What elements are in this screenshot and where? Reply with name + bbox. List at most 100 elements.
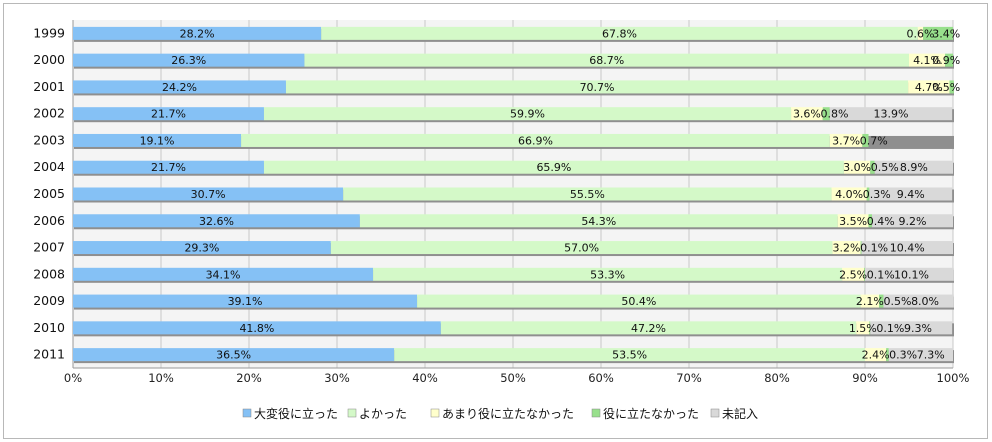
- data-label: 4.1%: [913, 54, 941, 67]
- x-tick-label: 90%: [852, 371, 878, 385]
- data-label: 0.7%: [860, 134, 888, 147]
- bar-segment: [373, 267, 843, 281]
- data-label: 0.1%: [860, 242, 888, 255]
- bar-segment: [829, 107, 953, 121]
- bar-segment: [263, 160, 844, 174]
- bar-segment: [842, 267, 865, 281]
- category-label: 2000: [33, 52, 65, 67]
- data-label: 53.3%: [590, 268, 625, 281]
- data-label: 8.0%: [911, 295, 939, 308]
- bar-segment: [864, 267, 865, 281]
- legend-label: 役に立たなかった: [603, 406, 699, 421]
- bar-segment: [860, 294, 880, 308]
- legend-swatch: [710, 408, 720, 418]
- legend-label: あまり役に立たなかった: [442, 406, 574, 421]
- data-label: 24.2%: [162, 81, 197, 94]
- bar-segment: [829, 133, 863, 147]
- bar-segment: [869, 321, 871, 335]
- bar-segment: [73, 133, 242, 147]
- bar-segment: [304, 53, 909, 67]
- data-label: 3.2%: [833, 242, 861, 255]
- data-label: 9.2%: [899, 215, 927, 228]
- data-label: 3.7%: [832, 134, 860, 147]
- category-label: 2008: [33, 266, 65, 281]
- category-label: 2004: [33, 159, 65, 174]
- bar-segment: [886, 348, 889, 362]
- x-tick-label: 10%: [148, 371, 174, 385]
- data-label: 39.1%: [228, 295, 263, 308]
- bar-segment: [73, 160, 264, 174]
- data-label: 3.4%: [932, 27, 960, 40]
- data-label: 3.6%: [793, 108, 821, 121]
- data-label: 19.1%: [140, 134, 175, 147]
- bar-segment: [879, 294, 884, 308]
- data-label: 32.6%: [199, 215, 234, 228]
- bar-segment: [73, 80, 286, 94]
- bar-segment: [888, 348, 953, 362]
- x-tick-label: 70%: [676, 371, 702, 385]
- data-label: 55.5%: [570, 188, 605, 201]
- bar-segment: [417, 294, 861, 308]
- bar-segment: [831, 187, 867, 201]
- bar-segment: [73, 26, 322, 40]
- bar-segment: [73, 294, 418, 308]
- data-label: 36.5%: [216, 349, 251, 362]
- data-label: 4.7%: [915, 81, 943, 94]
- data-label: 0.9%: [932, 54, 960, 67]
- data-label: 0.3%: [863, 188, 891, 201]
- data-label: 34.1%: [206, 268, 241, 281]
- category-label: 2002: [33, 106, 65, 121]
- data-label: 0.1%: [867, 268, 895, 281]
- bar-segment: [869, 187, 953, 201]
- bar-segment: [330, 241, 833, 255]
- data-label: 67.8%: [602, 27, 637, 40]
- data-label: 54.3%: [581, 215, 616, 228]
- legend-swatch: [430, 408, 440, 418]
- data-label: 21.7%: [151, 161, 186, 174]
- data-label: 26.3%: [171, 54, 206, 67]
- bar-segment: [866, 187, 870, 201]
- data-label: 4.0%: [835, 188, 863, 201]
- x-tick-label: 20%: [236, 371, 262, 385]
- bar-segment: [73, 107, 264, 121]
- data-label: 2.4%: [862, 349, 890, 362]
- data-label: 2.5%: [839, 268, 867, 281]
- legend-label: よかった: [359, 407, 407, 421]
- category-label: 2011: [33, 347, 65, 362]
- data-label: 70.7%: [580, 81, 615, 94]
- bar-segment: [868, 214, 873, 228]
- category-label: 2010: [33, 320, 65, 335]
- category-label: 1999: [33, 25, 65, 40]
- data-label: 0.5%: [932, 81, 960, 94]
- bar-segment: [862, 133, 869, 147]
- data-label: 57.0%: [564, 242, 599, 255]
- x-tick-label: 30%: [324, 371, 350, 385]
- data-label: 21.7%: [151, 108, 186, 121]
- bar-segment: [73, 241, 331, 255]
- data-label: 30.7%: [191, 188, 226, 201]
- data-label: 0.4%: [867, 215, 895, 228]
- bar-segment: [872, 214, 953, 228]
- bar-segment: [343, 187, 832, 201]
- x-tick-label: 0%: [64, 371, 82, 385]
- category-label: 2003: [33, 132, 65, 147]
- bar-segment: [359, 214, 838, 228]
- data-label: 66.9%: [518, 134, 553, 147]
- data-label: 50.4%: [621, 295, 656, 308]
- data-label: 3.0%: [843, 161, 871, 174]
- legend-swatch: [242, 408, 252, 418]
- legend-label: 未記入: [722, 406, 758, 421]
- bar-segment: [440, 321, 857, 335]
- data-label: 53.5%: [612, 349, 647, 362]
- x-tick-label: 100%: [937, 371, 970, 385]
- data-label: 0.8%: [821, 108, 849, 121]
- bar-segment: [791, 107, 823, 121]
- data-label: 0.5%: [883, 295, 911, 308]
- bar-segment: [865, 267, 954, 281]
- data-label: 3.5%: [839, 215, 867, 228]
- data-label: 10.1%: [894, 268, 929, 281]
- data-label: 9.3%: [904, 322, 932, 335]
- bar-segment: [856, 321, 870, 335]
- bar-segment: [843, 160, 871, 174]
- bar-segment: [73, 267, 374, 281]
